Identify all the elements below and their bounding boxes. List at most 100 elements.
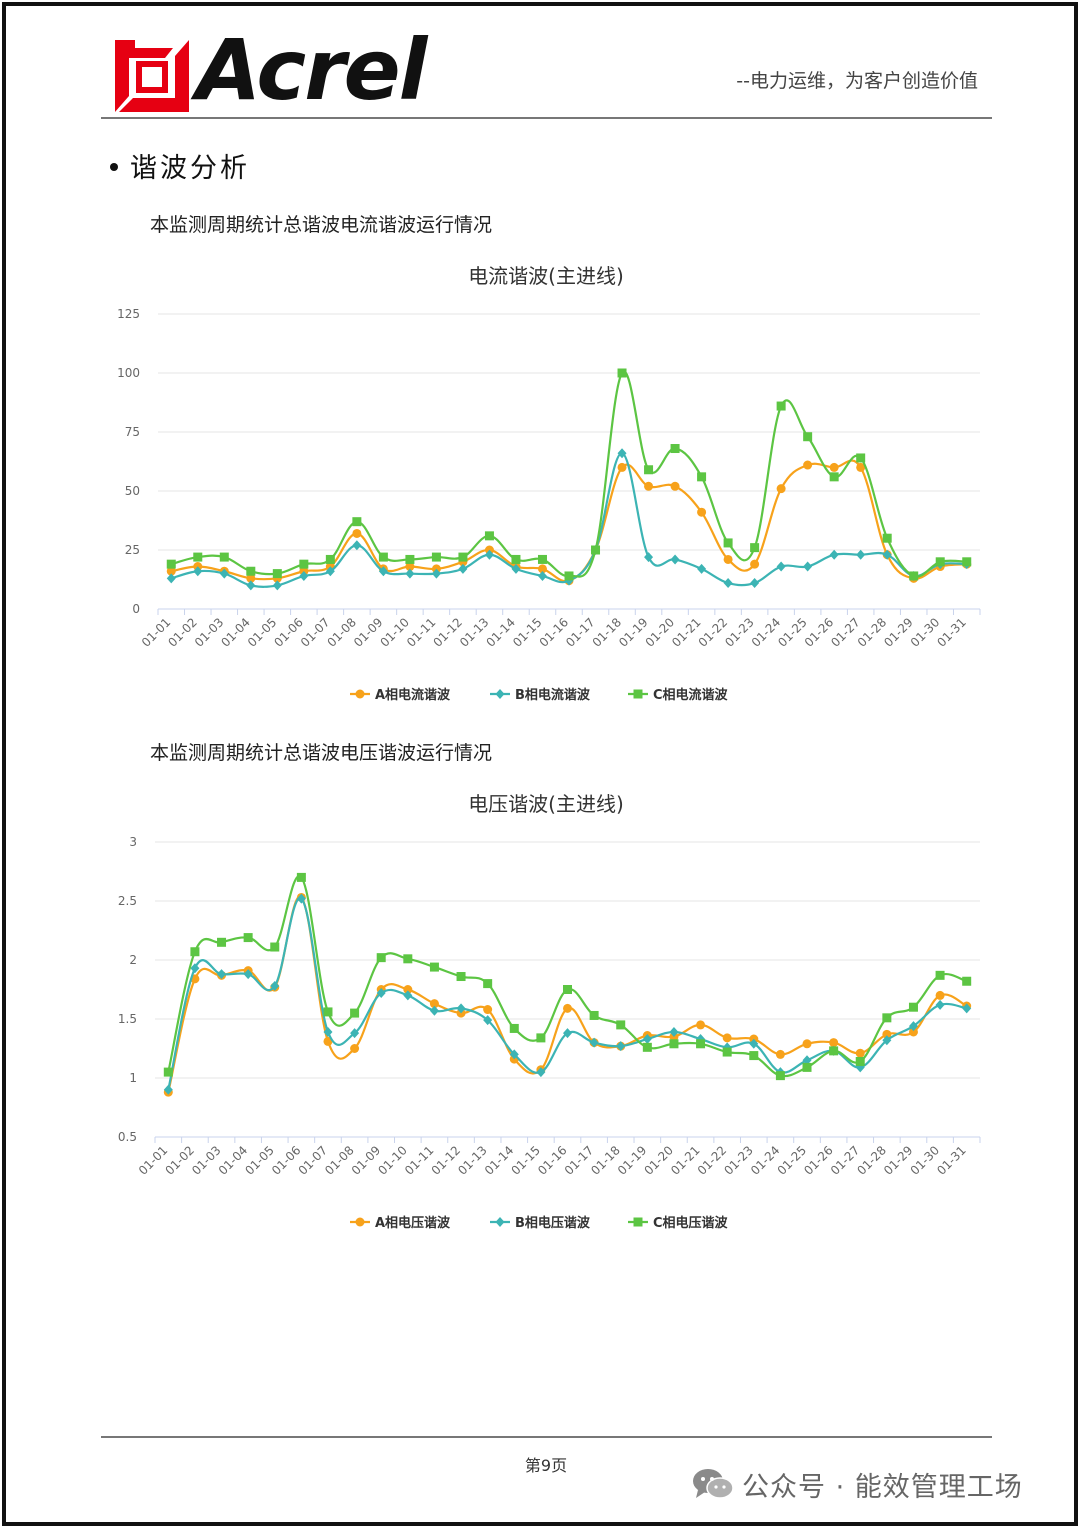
data-point	[483, 979, 493, 989]
x-tick-label: 01-16	[535, 1143, 570, 1178]
watermark-text: 公众号 · 能效管理工场	[742, 1471, 1023, 1503]
data-point	[908, 1002, 918, 1012]
data-point	[323, 1007, 333, 1017]
x-tick-label: 01-25	[775, 615, 810, 650]
x-tick-label: 01-14	[484, 615, 519, 650]
y-tick-label: 1.5	[118, 1012, 137, 1026]
data-point	[456, 972, 466, 982]
x-tick-label: 01-31	[934, 615, 969, 650]
x-tick-label: 01-12	[429, 1143, 464, 1178]
legend-label: B相电压谐波	[515, 1215, 591, 1231]
x-tick-label: 01-07	[298, 615, 333, 650]
data-point	[536, 1033, 546, 1043]
data-point	[456, 1003, 466, 1014]
data-point	[829, 549, 839, 560]
data-point	[296, 893, 306, 904]
data-point	[163, 1084, 173, 1095]
footer-divider	[101, 1436, 992, 1438]
x-tick-label: 01-22	[696, 615, 731, 650]
slogan: --电力运维，为客户创造价值	[736, 70, 978, 92]
x-tick-label: 01-17	[562, 1143, 597, 1178]
current-subtitle: 本监测周期统计总谐波电流谐波运行情况	[150, 214, 493, 236]
x-tick-label: 01-20	[642, 1143, 677, 1178]
data-point	[776, 484, 786, 494]
x-tick-label: 01-12	[430, 615, 465, 650]
data-point	[352, 528, 362, 538]
x-tick-label: 01-06	[269, 1143, 304, 1178]
data-point	[829, 1038, 839, 1048]
series-line	[167, 895, 968, 1093]
legend-item[interactable]: A相电压谐波	[350, 1215, 451, 1231]
legend-marker	[355, 689, 365, 699]
x-tick-label: 01-20	[643, 615, 678, 650]
x-tick-label: 01-02	[165, 615, 200, 650]
x-tick-label: 01-23	[722, 615, 757, 650]
data-point	[908, 1021, 918, 1032]
data-point	[429, 999, 439, 1009]
x-tick-label: 01-19	[616, 615, 651, 650]
data-point	[750, 543, 760, 553]
data-point	[935, 970, 945, 980]
x-tick-label: 01-14	[482, 1143, 517, 1178]
x-tick-label: 01-08	[324, 615, 359, 650]
data-point	[563, 985, 572, 994]
x-tick-label: 01-15	[510, 615, 545, 650]
x-tick-label: 01-08	[322, 1143, 357, 1178]
data-point	[166, 566, 176, 576]
legend-item[interactable]: C相电压谐波	[628, 1215, 729, 1231]
data-point	[193, 566, 203, 577]
data-point	[696, 1020, 706, 1030]
data-point	[697, 507, 707, 517]
data-point	[537, 570, 547, 581]
data-point	[722, 1042, 732, 1053]
section-title-text: 谐波分析	[130, 153, 250, 184]
data-point	[855, 1056, 865, 1066]
data-point	[776, 561, 786, 572]
voltage-subtitle: 本监测周期统计总谐波电压谐波运行情况	[150, 742, 493, 764]
legend-item[interactable]: A相电流谐波	[350, 687, 451, 703]
header-divider	[101, 117, 992, 119]
section-title: 谐波分析	[110, 146, 250, 185]
x-tick-label: 01-01	[139, 615, 174, 650]
data-point	[882, 533, 892, 543]
x-tick-label: 01-29	[881, 1143, 916, 1178]
x-tick-label: 01-22	[695, 1143, 730, 1178]
x-tick-label: 01-30	[908, 1143, 943, 1178]
legend-marker	[495, 1217, 505, 1227]
data-point	[856, 549, 866, 560]
page-number: 第9页	[524, 1456, 568, 1475]
data-point	[962, 557, 972, 567]
data-point	[166, 559, 176, 569]
data-point	[511, 554, 521, 564]
data-point	[405, 568, 415, 579]
data-point	[350, 1008, 360, 1018]
data-point	[378, 552, 388, 562]
y-tick-label: 0	[132, 602, 140, 616]
data-point	[270, 980, 280, 991]
data-point	[802, 1039, 812, 1049]
data-point	[350, 1028, 360, 1039]
data-point	[243, 933, 253, 943]
acrel-logo-icon	[115, 40, 189, 112]
data-point	[405, 562, 415, 572]
data-point	[509, 1023, 519, 1033]
x-tick-label: 01-07	[296, 1143, 331, 1178]
data-point	[589, 1010, 599, 1020]
legend-item[interactable]: C相电流谐波	[628, 687, 729, 703]
data-point	[299, 559, 309, 569]
legend-item[interactable]: B相电流谐波	[490, 687, 591, 703]
current-harmonic-chart: 025507510012501-0101-0201-0301-0401-0501…	[117, 307, 981, 703]
x-tick-label: 01-01	[136, 1143, 171, 1178]
data-point	[563, 1003, 572, 1013]
data-point	[829, 472, 839, 482]
x-tick-label: 01-31	[934, 1143, 969, 1178]
legend-item[interactable]: B相电压谐波	[490, 1215, 591, 1231]
data-point	[616, 1041, 626, 1052]
data-point	[246, 573, 256, 583]
x-tick-label: 01-26	[802, 615, 837, 650]
x-tick-label: 01-28	[854, 1143, 889, 1178]
x-tick-label: 01-06	[271, 615, 306, 650]
data-point	[378, 566, 388, 577]
y-tick-label: 2.5	[118, 894, 137, 908]
